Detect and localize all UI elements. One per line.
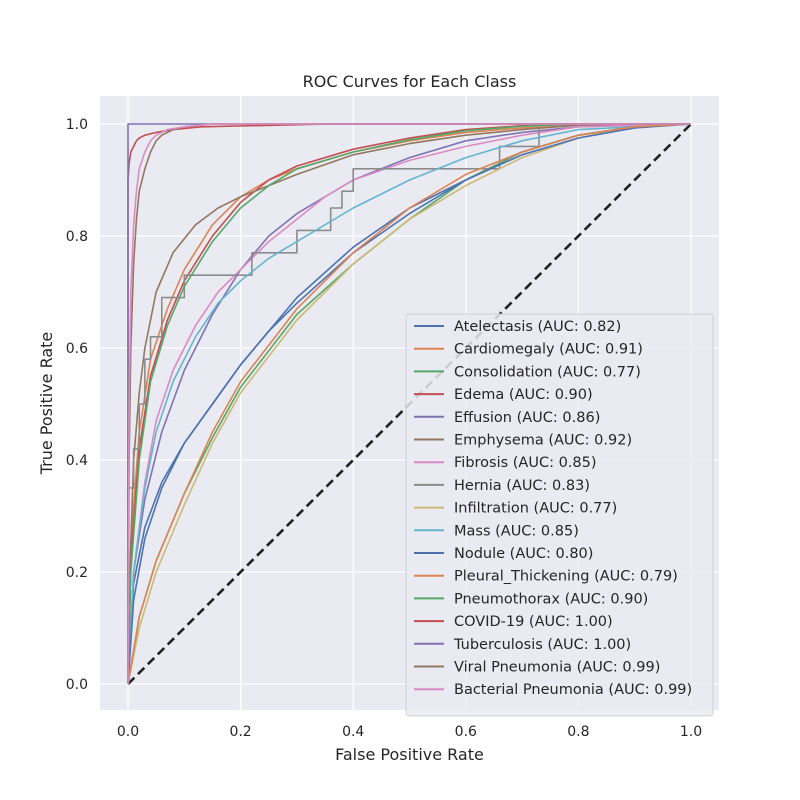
y-tick-label: 0.0 [66, 677, 88, 693]
roc-curve [127, 123, 692, 685]
legend-entry: Atelectasis (AUC: 0.82) [454, 319, 621, 335]
legend-entry: Tuberculosis (AUC: 1.00) [453, 637, 631, 653]
series-layer [127, 123, 692, 685]
x-tick-label: 0.8 [567, 724, 589, 740]
legend-entry: Infiltration (AUC: 0.77) [454, 501, 617, 517]
legend-entry: Hernia (AUC: 0.83) [454, 478, 590, 494]
y-tick-label: 0.2 [66, 565, 88, 581]
legend-entry: Bacterial Pneumonia (AUC: 0.99) [454, 682, 692, 698]
chart-title: ROC Curves for Each Class [303, 72, 517, 91]
legend-entry: Fibrosis (AUC: 0.85) [454, 455, 597, 471]
x-tick-label: 0.0 [117, 724, 139, 740]
roc-curve [127, 123, 692, 685]
tick-labels: 0.0 0.2 0.4 0.6 0.8 1.0 0.0 0.2 0.4 0.6 0.8 1.0 [66, 117, 702, 740]
y-tick-label: 0.8 [66, 229, 88, 245]
legend-entry: Consolidation (AUC: 0.77) [454, 364, 641, 380]
roc-curve [127, 123, 692, 685]
roc-curve [127, 123, 691, 685]
x-axis-label: False Positive Rate [335, 745, 484, 764]
legend-entry: Emphysema (AUC: 0.92) [454, 433, 632, 449]
legend-entry: Mass (AUC: 0.85) [454, 523, 579, 539]
roc-curve [127, 123, 691, 685]
legend-entry: Pneumothorax (AUC: 0.90) [454, 591, 648, 607]
legend-entry: COVID-19 (AUC: 1.00) [454, 614, 613, 630]
roc-curve [127, 123, 692, 685]
roc-curve [127, 123, 692, 685]
legend-box [405, 313, 714, 717]
y-tick-label: 0.6 [66, 341, 88, 357]
x-tick-label: 0.2 [229, 724, 251, 740]
y-tick-label: 1.0 [66, 117, 88, 133]
y-axis-label: True Positive Rate [37, 332, 56, 476]
legend-entry: Edema (AUC: 0.90) [454, 387, 593, 403]
roc-curve [127, 123, 692, 685]
legend-entry: Viral Pneumonia (AUC: 0.99) [454, 660, 660, 676]
legend: Atelectasis (AUC: 0.82) Cardiomegaly (AUC… [405, 313, 714, 717]
x-tick-label: 0.4 [342, 724, 364, 740]
legend-entry: Effusion (AUC: 0.86) [454, 410, 600, 426]
x-tick-label: 0.6 [455, 724, 477, 740]
legend-entry: Pleural_Thickening (AUC: 0.79) [454, 569, 678, 585]
legend-entry: Nodule (AUC: 0.80) [454, 546, 593, 562]
roc-curve [127, 123, 691, 684]
x-tick-label: 1.0 [680, 724, 702, 740]
y-tick-label: 0.4 [66, 453, 88, 469]
legend-entry: Cardiomegaly (AUC: 0.91) [454, 342, 643, 358]
